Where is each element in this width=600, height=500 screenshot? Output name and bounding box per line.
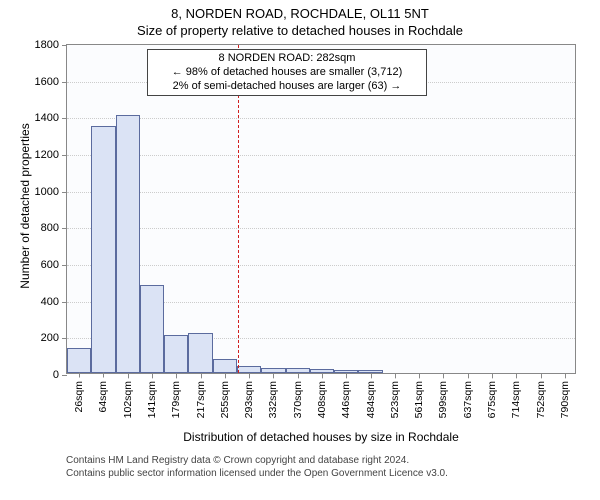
y-tick-label: 400	[41, 296, 67, 308]
page-title-line1: 8, NORDEN ROAD, ROCHDALE, OL11 5NT	[0, 0, 600, 21]
histogram-bar	[188, 333, 212, 373]
histogram-bar	[164, 335, 188, 374]
x-tick-label: 484sqm	[365, 373, 377, 418]
x-tick-label: 255sqm	[219, 373, 231, 418]
annotation-box: 8 NORDEN ROAD: 282sqm← 98% of detached h…	[147, 49, 427, 96]
y-tick-label: 800	[41, 222, 67, 234]
x-tick-label: 523sqm	[389, 373, 401, 418]
x-tick-label: 790sqm	[559, 373, 571, 418]
y-tick-label: 1800	[35, 39, 67, 51]
x-tick-label: 714sqm	[510, 373, 522, 418]
gridline-h	[67, 192, 575, 193]
gridline-h	[67, 228, 575, 229]
x-axis-label: Distribution of detached houses by size …	[66, 430, 576, 444]
x-tick-label: 637sqm	[462, 373, 474, 418]
y-tick-label: 200	[41, 332, 67, 344]
y-axis-label: Number of detached properties	[18, 96, 32, 316]
annotation-line2: ← 98% of detached houses are smaller (3,…	[154, 66, 420, 80]
x-tick-label: 446sqm	[340, 373, 352, 418]
gridline-h	[67, 118, 575, 119]
y-tick-label: 0	[53, 369, 67, 381]
x-tick-label: 561sqm	[413, 373, 425, 418]
y-tick-label: 1600	[35, 76, 67, 88]
x-tick-label: 752sqm	[535, 373, 547, 418]
histogram-bar	[91, 126, 115, 374]
annotation-line3: 2% of semi-detached houses are larger (6…	[154, 80, 420, 94]
gridline-h	[67, 155, 575, 156]
attribution-text: Contains HM Land Registry data © Crown c…	[66, 454, 448, 480]
annotation-line1: 8 NORDEN ROAD: 282sqm	[154, 52, 420, 66]
histogram-bar	[237, 366, 261, 373]
x-tick-label: 217sqm	[195, 373, 207, 418]
x-tick-label: 102sqm	[122, 373, 134, 418]
y-tick-label: 600	[41, 259, 67, 271]
x-tick-label: 599sqm	[437, 373, 449, 418]
x-tick-label: 675sqm	[486, 373, 498, 418]
histogram-bar	[67, 348, 91, 373]
attribution-line1: Contains HM Land Registry data © Crown c…	[66, 454, 448, 467]
attribution-line2: Contains public sector information licen…	[66, 467, 448, 480]
x-tick-label: 64sqm	[97, 373, 109, 413]
x-tick-label: 293sqm	[243, 373, 255, 418]
y-tick-label: 1200	[35, 149, 67, 161]
x-tick-label: 408sqm	[316, 373, 328, 418]
x-tick-label: 332sqm	[267, 373, 279, 418]
y-tick-label: 1000	[35, 186, 67, 198]
page-title-line2: Size of property relative to detached ho…	[0, 21, 600, 38]
gridline-h	[67, 265, 575, 266]
histogram-bar	[116, 115, 140, 373]
x-tick-label: 26sqm	[73, 373, 85, 413]
x-tick-label: 141sqm	[146, 373, 158, 418]
x-tick-label: 370sqm	[292, 373, 304, 418]
histogram-bar	[213, 359, 237, 373]
histogram-bar	[140, 285, 164, 373]
y-tick-label: 1400	[35, 112, 67, 124]
histogram-plot-area: 02004006008001000120014001600180026sqm64…	[66, 44, 576, 374]
x-tick-label: 179sqm	[170, 373, 182, 418]
